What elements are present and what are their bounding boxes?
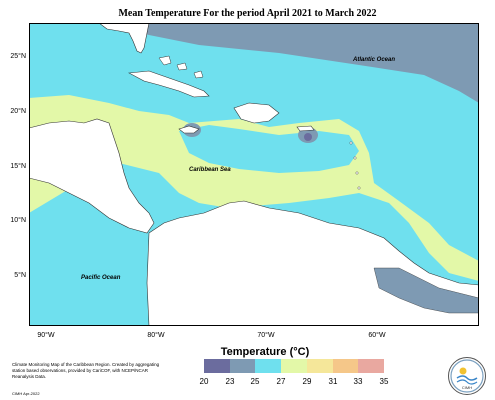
label-pacific-ocean: Pacific Ocean — [81, 275, 121, 281]
legend-label: 23 — [225, 377, 235, 386]
land-jamaica — [178, 125, 200, 134]
lat-tick: 10°N — [10, 217, 26, 224]
lon-tick: 70°W — [257, 332, 275, 339]
logo-text: CIMH — [462, 385, 472, 390]
cimh-logo: CIMH — [448, 357, 486, 395]
land-bahamas — [158, 55, 204, 79]
legend-label: 27 — [276, 377, 286, 386]
legend-swatch — [255, 359, 282, 373]
land-hispaniola — [233, 102, 280, 124]
credit-small-text: CIMH Apr-2022 — [12, 391, 40, 396]
land-island — [349, 141, 353, 145]
lon-tick: 80°W — [147, 332, 165, 339]
land-island — [353, 156, 357, 160]
land-island — [357, 186, 361, 190]
lon-tick: 60°W — [368, 332, 386, 339]
land-north-america — [98, 23, 150, 54]
cool-zone-guianas — [373, 267, 479, 314]
legend-label: 35 — [379, 377, 389, 386]
land-island — [355, 171, 359, 175]
credit-text: Climate Monitoring Map of the Caribbean … — [12, 362, 160, 379]
legend-title: Temperature (°C) — [220, 346, 310, 358]
legend-swatch — [229, 359, 256, 373]
legend-label: 25 — [250, 377, 260, 386]
legend-swatch — [358, 359, 385, 373]
lat-tick: 20°N — [10, 108, 26, 115]
land-central-america — [29, 118, 155, 234]
label-atlantic-ocean: Atlantic Ocean — [352, 57, 395, 63]
legend-swatch — [204, 359, 230, 373]
cimh-logo-icon: CIMH — [450, 359, 484, 393]
legend-swatch — [332, 359, 359, 373]
legend-swatch — [306, 359, 333, 373]
lat-tick: 5°N — [14, 272, 26, 279]
temperature-map: Atlantic Ocean Caribbean Sea Pacific Oce… — [29, 23, 479, 326]
land-puerto-rico — [296, 125, 315, 132]
cool-core — [304, 133, 312, 141]
lon-tick: 90°W — [37, 332, 55, 339]
lat-tick: 15°N — [10, 163, 26, 170]
label-caribbean-sea: Caribbean Sea — [189, 167, 231, 173]
map-frame — [29, 23, 479, 326]
land-cuba — [127, 70, 210, 98]
legend-label: 31 — [328, 377, 338, 386]
legend-label: 20 — [199, 377, 209, 386]
legend-label: 33 — [353, 377, 363, 386]
legend-colorbar — [204, 359, 385, 373]
legend-swatch — [281, 359, 307, 373]
legend-label: 29 — [302, 377, 312, 386]
map-title: Mean Temperature For the period April 20… — [118, 8, 377, 19]
lat-tick: 25°N — [10, 53, 26, 60]
